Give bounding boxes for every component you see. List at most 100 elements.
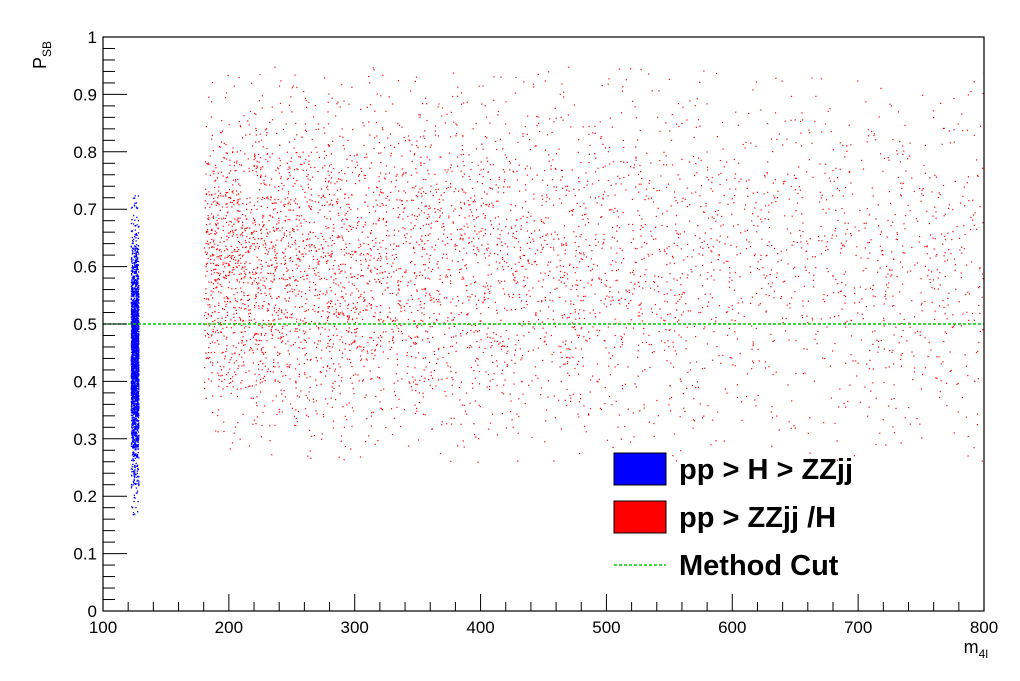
background-point bbox=[226, 212, 229, 214]
background-point bbox=[352, 276, 354, 278]
signal-point bbox=[136, 430, 139, 432]
background-point bbox=[952, 314, 954, 316]
background-point bbox=[375, 122, 378, 124]
background-point bbox=[249, 133, 251, 135]
signal-point bbox=[132, 383, 135, 385]
background-point bbox=[361, 358, 363, 360]
background-point bbox=[862, 270, 864, 272]
signal-point bbox=[135, 275, 137, 277]
background-point bbox=[791, 400, 793, 402]
background-point bbox=[326, 302, 328, 304]
background-point bbox=[471, 241, 473, 243]
signal-point bbox=[137, 275, 140, 277]
background-point bbox=[373, 331, 375, 333]
background-point bbox=[367, 352, 369, 354]
background-point bbox=[764, 277, 766, 279]
background-point bbox=[680, 248, 682, 250]
background-point bbox=[206, 270, 208, 272]
background-point bbox=[260, 174, 262, 176]
signal-point bbox=[132, 281, 134, 283]
background-point bbox=[578, 225, 580, 228]
background-point bbox=[697, 225, 699, 227]
background-point bbox=[227, 311, 229, 313]
background-point bbox=[225, 191, 227, 194]
background-point bbox=[267, 309, 269, 311]
background-point bbox=[333, 282, 335, 284]
background-point bbox=[982, 167, 984, 169]
background-point bbox=[471, 293, 473, 296]
background-point bbox=[580, 162, 582, 164]
signal-point bbox=[137, 226, 140, 228]
background-point bbox=[360, 346, 362, 348]
signal-point bbox=[137, 360, 139, 362]
background-point bbox=[259, 289, 261, 291]
background-point bbox=[600, 408, 603, 411]
signal-point bbox=[134, 350, 136, 352]
background-point bbox=[396, 245, 398, 247]
background-point bbox=[463, 404, 465, 406]
background-point bbox=[729, 277, 731, 279]
background-point bbox=[437, 301, 439, 303]
background-point bbox=[749, 266, 751, 268]
background-point bbox=[395, 294, 398, 296]
signal-point bbox=[131, 359, 134, 361]
background-point bbox=[255, 402, 257, 404]
background-point bbox=[448, 152, 451, 154]
signal-point bbox=[131, 343, 133, 346]
signal-point bbox=[133, 271, 135, 273]
signal-point bbox=[136, 480, 138, 482]
background-point bbox=[591, 278, 593, 280]
background-point bbox=[463, 173, 465, 175]
background-point bbox=[338, 265, 340, 267]
signal-point bbox=[131, 315, 133, 317]
background-point bbox=[620, 338, 623, 340]
signal-point bbox=[132, 275, 134, 277]
background-point bbox=[760, 254, 762, 256]
background-point bbox=[281, 332, 283, 334]
background-point bbox=[941, 233, 943, 235]
background-point bbox=[238, 76, 240, 79]
signal-point bbox=[132, 311, 135, 313]
background-point bbox=[496, 148, 498, 151]
background-point bbox=[901, 266, 904, 268]
background-point bbox=[387, 287, 389, 289]
background-point bbox=[394, 320, 396, 322]
background-point bbox=[212, 241, 215, 243]
background-point bbox=[697, 298, 700, 300]
background-point bbox=[234, 179, 237, 181]
background-point bbox=[461, 149, 464, 151]
background-point bbox=[487, 336, 489, 338]
background-point bbox=[221, 120, 223, 122]
background-point bbox=[367, 342, 369, 344]
background-point bbox=[416, 383, 418, 386]
background-point bbox=[382, 204, 384, 206]
background-point bbox=[974, 212, 976, 214]
background-point bbox=[328, 254, 330, 256]
background-point bbox=[293, 147, 295, 149]
signal-point bbox=[131, 307, 133, 309]
background-point bbox=[840, 247, 842, 250]
background-point bbox=[283, 204, 285, 206]
background-point bbox=[297, 280, 299, 282]
signal-point bbox=[132, 480, 135, 483]
background-point bbox=[276, 252, 278, 254]
background-point bbox=[448, 217, 450, 219]
background-point bbox=[734, 331, 736, 333]
background-point bbox=[285, 235, 288, 237]
background-point bbox=[375, 223, 377, 225]
background-point bbox=[338, 313, 340, 315]
background-point bbox=[289, 203, 291, 205]
background-point bbox=[478, 238, 480, 240]
signal-point bbox=[131, 411, 133, 413]
signal-point bbox=[133, 329, 135, 331]
background-point bbox=[580, 398, 582, 400]
background-point bbox=[425, 235, 427, 237]
background-point bbox=[498, 223, 500, 225]
background-point bbox=[567, 361, 569, 363]
background-point bbox=[816, 343, 818, 345]
background-point bbox=[356, 327, 358, 330]
background-point bbox=[301, 163, 303, 166]
signal-point bbox=[133, 406, 135, 408]
signal-point bbox=[134, 330, 136, 333]
signal-point bbox=[133, 311, 135, 313]
